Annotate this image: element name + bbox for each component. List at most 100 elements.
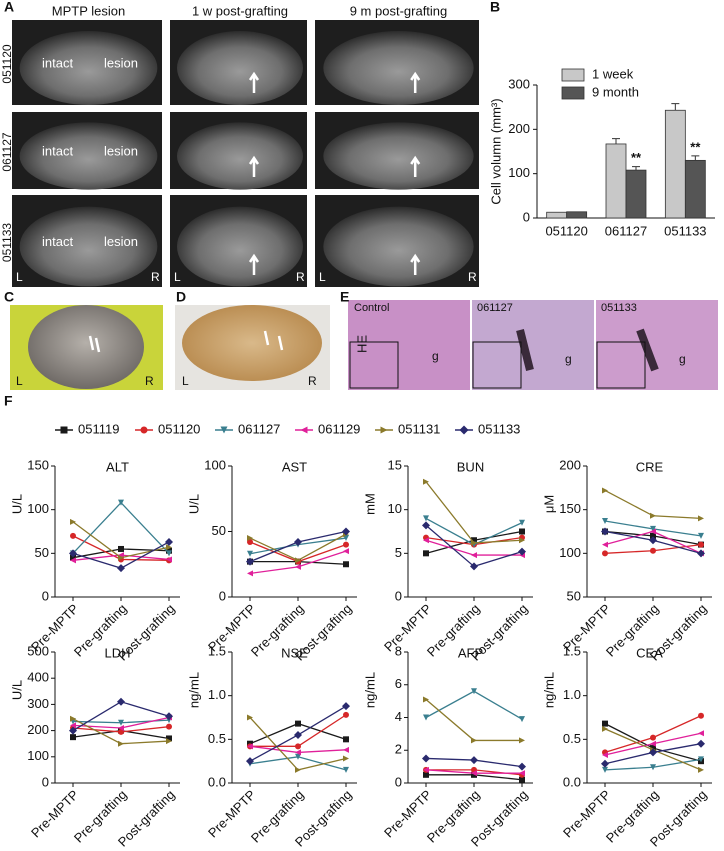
column-header: MPTP lesion	[52, 3, 125, 18]
point	[518, 547, 526, 556]
point	[295, 720, 301, 727]
point	[343, 541, 349, 548]
graft-arrow	[248, 155, 260, 177]
point	[650, 528, 656, 535]
error-bar	[612, 138, 620, 144]
y-tick-label: 50	[35, 545, 49, 560]
graft-arrow	[410, 71, 421, 93]
point	[295, 557, 301, 564]
mri-brain	[323, 31, 474, 105]
panel-letter: C	[4, 289, 14, 305]
panel-letter: F	[4, 393, 13, 409]
histo-label: 051133	[601, 302, 637, 314]
row-label: 051120	[0, 44, 14, 83]
point	[602, 725, 608, 732]
side-label: L	[16, 374, 23, 388]
point	[698, 712, 704, 719]
inset	[472, 341, 522, 389]
point	[422, 754, 430, 763]
graft-arrow	[410, 155, 421, 177]
point	[519, 716, 525, 723]
side-label: R	[308, 374, 317, 388]
point	[343, 548, 349, 555]
point	[602, 720, 608, 727]
y-axis-label: ng/mL	[541, 672, 556, 708]
y-tick-label: 1.5	[208, 643, 226, 658]
y-tick-label: 1.0	[563, 687, 581, 702]
y-tick-label: 6	[395, 676, 402, 691]
region-label: intact	[42, 143, 73, 158]
y-tick-label: 0.5	[208, 731, 226, 746]
legend-label: 051133	[478, 421, 520, 436]
point	[519, 519, 525, 526]
arrows-d	[263, 330, 284, 351]
point	[69, 726, 77, 735]
y-tick-label: 500	[27, 643, 49, 658]
column-header: 1 w post-grafting	[192, 3, 288, 18]
point	[70, 734, 76, 741]
point	[602, 487, 608, 494]
point	[70, 518, 76, 525]
legend-marker	[140, 426, 148, 434]
legend-marker	[220, 426, 228, 434]
panel-title: AFP	[458, 645, 483, 660]
panel-title: LDH	[104, 645, 130, 660]
histo-label: 061127	[477, 302, 513, 314]
region-label: lesion	[104, 143, 138, 158]
y-tick-label: 200	[508, 121, 530, 136]
mri-brain	[177, 122, 303, 190]
point	[166, 550, 172, 557]
point	[118, 554, 124, 561]
point	[247, 714, 253, 721]
bar	[566, 211, 588, 219]
error-bar	[691, 155, 700, 161]
point	[602, 518, 608, 525]
point	[471, 539, 477, 546]
row-label: 051133	[0, 223, 14, 262]
side-label: R	[296, 270, 305, 284]
point	[343, 561, 349, 568]
point	[519, 770, 525, 777]
graft-arrow	[410, 253, 421, 275]
brain-c	[28, 305, 144, 389]
panel-title: CRE	[636, 459, 664, 474]
point	[470, 562, 478, 571]
y-tick-label: 0.0	[563, 774, 581, 789]
point	[650, 525, 656, 532]
point	[698, 756, 704, 763]
point	[698, 766, 704, 773]
legend-label: 1 week	[592, 66, 634, 81]
point	[247, 743, 253, 750]
y-tick-label: 0	[395, 774, 402, 789]
y-axis-label: ng/mL	[362, 672, 377, 708]
y-tick-label: 100	[27, 501, 49, 516]
point	[70, 532, 76, 539]
point	[423, 766, 429, 773]
region-label: intact	[42, 55, 73, 70]
point	[650, 740, 656, 747]
panel-letters: A B C D E F	[4, 0, 500, 409]
legend-label: 061127	[238, 421, 280, 436]
point	[422, 521, 430, 530]
point	[698, 515, 704, 522]
point	[117, 697, 125, 706]
y-axis-label: Cell volumn (mm³)	[488, 98, 503, 204]
series-line	[604, 489, 702, 520]
point	[423, 515, 429, 522]
point	[697, 739, 705, 748]
point	[70, 722, 76, 729]
histo-label: Control	[354, 302, 389, 314]
point	[343, 755, 349, 762]
row-label: 061127	[0, 132, 14, 171]
graft-tracks	[516, 328, 659, 372]
point	[118, 724, 124, 731]
graft-arrow	[248, 253, 260, 275]
point	[246, 757, 254, 766]
side-label: R	[145, 374, 154, 388]
point	[295, 766, 301, 773]
y-tick-label: 400	[27, 670, 49, 685]
histology-061127	[472, 300, 594, 390]
legend-marker	[459, 425, 469, 435]
y-tick-label: 200	[27, 722, 49, 737]
